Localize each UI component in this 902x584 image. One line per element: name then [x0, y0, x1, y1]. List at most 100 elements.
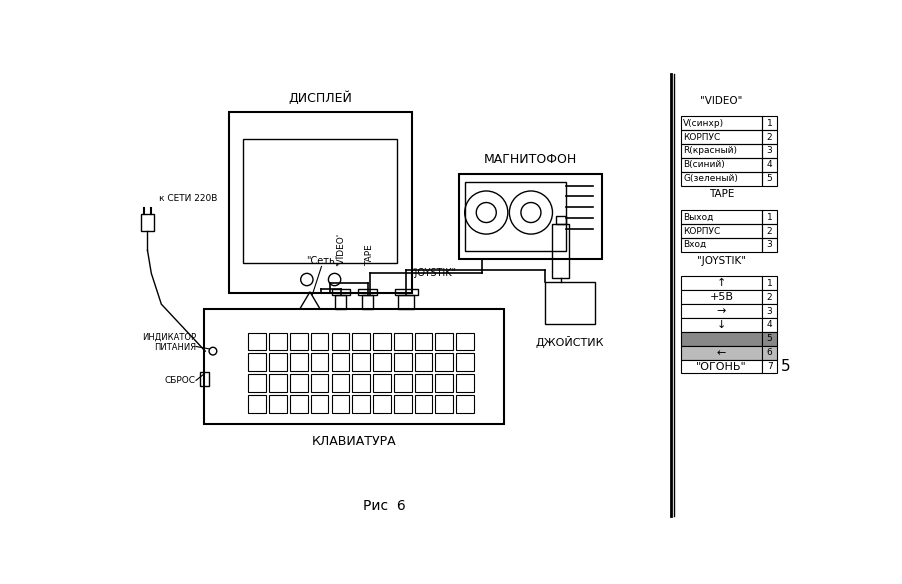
Bar [761, 210, 777, 224]
Bar [331, 374, 349, 392]
Bar [393, 395, 411, 413]
Bar [310, 395, 328, 413]
Text: TAPE: TAPE [364, 245, 373, 266]
Bar [331, 288, 350, 295]
Bar [680, 304, 761, 318]
Bar [761, 130, 777, 144]
Text: 2: 2 [766, 293, 771, 302]
Text: "ОГОНЬ": "ОГОНЬ" [695, 361, 746, 371]
Text: 2: 2 [766, 227, 771, 235]
Text: 'VIDEO': 'VIDEO' [336, 233, 345, 266]
Bar [555, 217, 566, 224]
Bar [680, 172, 761, 186]
Bar [248, 353, 266, 371]
Bar [373, 333, 391, 350]
Bar [141, 214, 153, 231]
Bar [761, 158, 777, 172]
Bar [761, 224, 777, 238]
Bar [248, 395, 266, 413]
Text: B(синий): B(синий) [683, 160, 724, 169]
Bar [393, 333, 411, 350]
Text: 6: 6 [766, 348, 771, 357]
Bar [761, 172, 777, 186]
Bar [414, 353, 432, 371]
Text: 7: 7 [766, 362, 771, 371]
Bar [352, 374, 370, 392]
Text: "JOYSTIK": "JOYSTIK" [696, 256, 745, 266]
Bar [761, 144, 777, 158]
Text: Вход: Вход [683, 241, 706, 249]
Bar [352, 395, 370, 413]
Bar [761, 346, 777, 360]
Text: "JOYSTIK": "JOYSTIK" [410, 268, 456, 278]
Bar [290, 374, 308, 392]
Bar [373, 353, 391, 371]
Bar [394, 288, 418, 295]
Bar [435, 353, 453, 371]
Bar [331, 395, 349, 413]
Bar [456, 395, 474, 413]
Bar [761, 360, 777, 373]
Bar [310, 333, 328, 350]
Bar [269, 333, 287, 350]
Text: КЛАВИАТУРА: КЛАВИАТУРА [311, 435, 396, 448]
Bar [456, 333, 474, 350]
Bar [414, 395, 432, 413]
Bar [229, 113, 412, 293]
Bar [680, 346, 761, 360]
Bar [680, 276, 761, 290]
Text: 5: 5 [766, 174, 771, 183]
Bar [310, 353, 328, 371]
Bar [435, 333, 453, 350]
Text: ↓: ↓ [716, 320, 725, 330]
Bar [335, 295, 345, 309]
Bar [393, 374, 411, 392]
Bar [243, 140, 397, 263]
Bar [680, 116, 761, 130]
Bar [680, 130, 761, 144]
Text: КОРПУС: КОРПУС [683, 133, 720, 141]
Text: G(зеленый): G(зеленый) [683, 174, 738, 183]
Bar [761, 238, 777, 252]
Text: 3: 3 [766, 241, 771, 249]
Bar [373, 374, 391, 392]
Text: МАГНИТОФОН: МАГНИТОФОН [483, 154, 576, 166]
Bar [761, 116, 777, 130]
Text: ←: ← [716, 347, 725, 357]
Bar [680, 210, 761, 224]
Bar [310, 374, 328, 392]
Bar [680, 318, 761, 332]
Bar [248, 374, 266, 392]
Text: +5В: +5В [709, 292, 732, 303]
Bar [398, 295, 413, 309]
Text: ДЖОЙСТИК: ДЖОЙСТИК [535, 336, 603, 347]
Text: 3: 3 [766, 147, 771, 155]
Text: R(красный): R(красный) [683, 147, 737, 155]
Bar [435, 374, 453, 392]
Bar [269, 395, 287, 413]
Bar [459, 174, 601, 259]
Bar [352, 333, 370, 350]
Bar [680, 238, 761, 252]
Text: 5: 5 [780, 359, 790, 374]
Text: ИНДИКАТОР
ПИТАНИЯ: ИНДИКАТОР ПИТАНИЯ [142, 332, 196, 352]
Text: ДИСПЛЕЙ: ДИСПЛЕЙ [289, 91, 353, 105]
Bar [465, 182, 565, 251]
Bar [761, 332, 777, 346]
Bar [435, 395, 453, 413]
Text: TAPE: TAPE [708, 189, 733, 200]
Bar [269, 353, 287, 371]
Bar [331, 333, 349, 350]
Text: 1: 1 [766, 213, 771, 222]
Bar [456, 374, 474, 392]
Bar [761, 290, 777, 304]
Bar [414, 333, 432, 350]
Bar [761, 304, 777, 318]
Text: к СЕТИ 220В: к СЕТИ 220В [159, 193, 217, 203]
Bar [331, 353, 349, 371]
Bar [761, 318, 777, 332]
Bar [456, 353, 474, 371]
Text: Выход: Выход [683, 213, 713, 222]
Bar [204, 309, 503, 425]
Text: 5: 5 [766, 334, 771, 343]
